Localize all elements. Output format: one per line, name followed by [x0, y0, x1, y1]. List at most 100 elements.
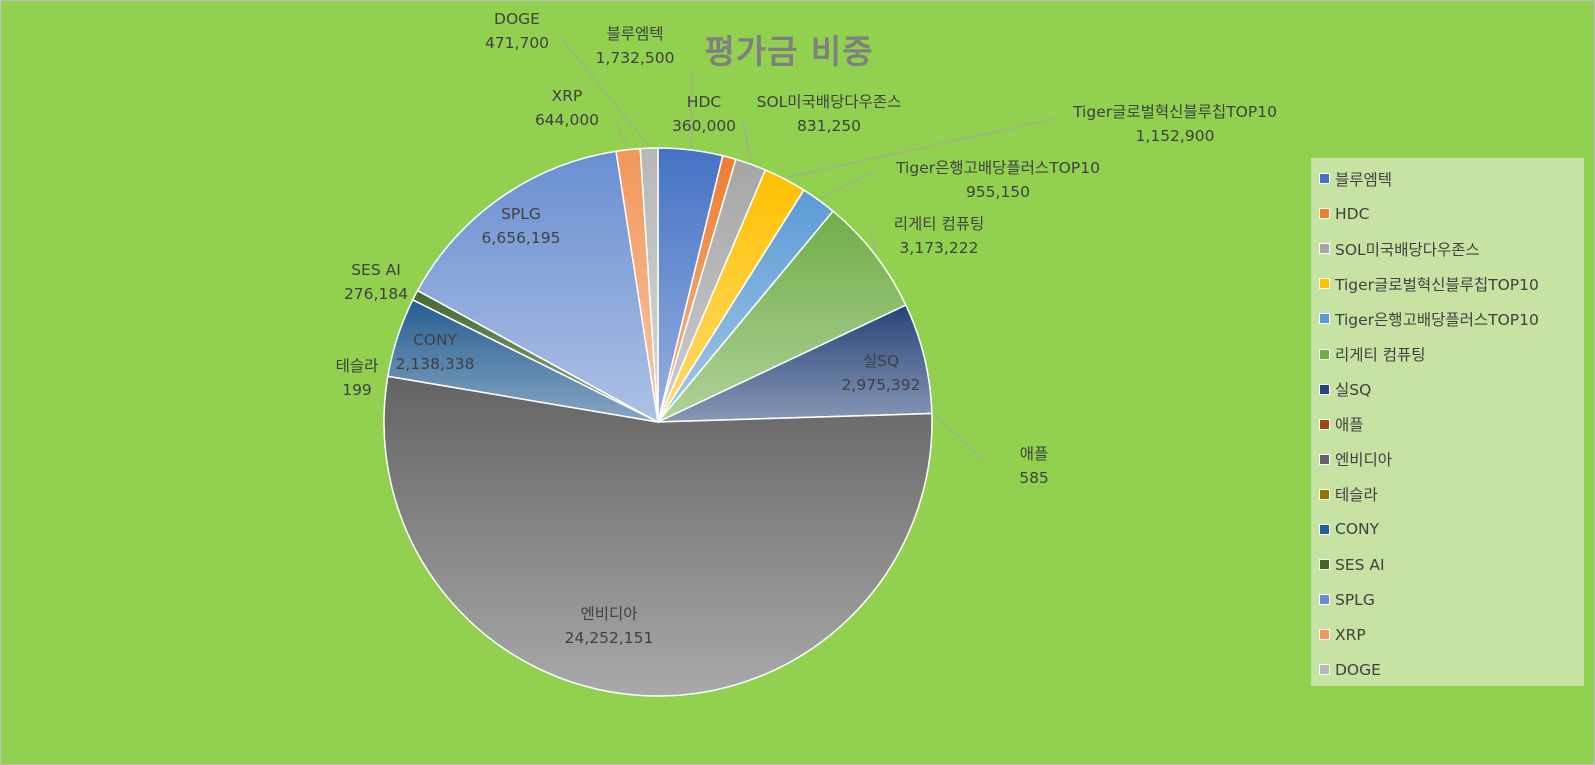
- leader-line-3: [785, 118, 1055, 178]
- data-label-category: 블루엠텍: [606, 25, 664, 43]
- legend: 블루엠텍 HDC SOL미국배당다우존스 Tiger글로벌혁신블루칩TOP10 Tige…: [1311, 158, 1584, 686]
- data-label-category: 실SQ: [862, 352, 900, 370]
- leader-line-13: [614, 121, 629, 148]
- data-label-category: DOGE: [494, 10, 540, 28]
- data-label-value: 2,975,392: [841, 376, 921, 394]
- data-label-value: 360,000: [671, 117, 737, 135]
- data-label-5: 리게티 컴퓨팅 3,173,222: [894, 212, 985, 260]
- leader-line-2: [742, 121, 752, 163]
- leader-line-7: [933, 413, 985, 462]
- data-label-category: HDC: [686, 93, 722, 111]
- legend-swatch: [1319, 418, 1330, 430]
- legend-label: 실SQ: [1335, 381, 1372, 400]
- legend-label: SPLG: [1335, 590, 1375, 609]
- leader-line-4: [819, 170, 877, 199]
- legend-swatch: [1319, 488, 1330, 500]
- legend-item: HDC: [1311, 196, 1584, 231]
- legend-label: SOL미국배당다우존스: [1335, 240, 1480, 259]
- slice-5: [657, 210, 907, 423]
- data-label-10: CONY 2,138,338: [396, 328, 475, 376]
- slice-6: [657, 304, 933, 423]
- legend-swatch: [1319, 173, 1330, 185]
- data-label-12: SPLG 6,656,195: [482, 202, 561, 250]
- data-label-category: 리게티 컴퓨팅: [893, 215, 985, 233]
- data-label-value: 2,138,338: [395, 355, 475, 373]
- legend-swatch: [1319, 629, 1330, 641]
- legend-item: 리게티 컴퓨팅: [1311, 336, 1584, 371]
- leader-line-5: [868, 226, 877, 254]
- data-label-value: 831,250: [796, 117, 862, 135]
- legend-swatch: [1319, 313, 1330, 325]
- leader-line-11: [411, 289, 414, 295]
- data-label-8: 엔비디아 24,252,151: [565, 602, 654, 650]
- data-label-category: CONY: [412, 331, 458, 349]
- data-label-7: 애플 585: [1019, 442, 1049, 490]
- legend-label: CONY: [1335, 520, 1380, 539]
- legend-item: 블루엠텍: [1311, 161, 1584, 196]
- legend-item: SPLG: [1311, 582, 1584, 617]
- data-label-value: 471,700: [484, 34, 550, 52]
- leader-line-14: [560, 37, 650, 147]
- data-label-9: 테슬라 199: [336, 354, 379, 402]
- legend-label: Tiger은행고배당플러스TOP10: [1335, 310, 1539, 329]
- data-label-category: 애플: [1019, 445, 1049, 463]
- legend-swatch: [1319, 664, 1330, 676]
- legend-swatch: [1319, 243, 1330, 255]
- data-label-14: DOGE 471,700: [485, 7, 549, 55]
- legend-item: Tiger은행고배당플러스TOP10: [1311, 301, 1584, 336]
- legend-label: DOGE: [1335, 660, 1381, 679]
- legend-item: 테슬라: [1311, 477, 1584, 512]
- data-label-6: 실SQ 2,975,392: [842, 349, 921, 397]
- legend-item: 애플: [1311, 407, 1584, 442]
- legend-swatch: [1319, 523, 1330, 535]
- legend-label: HDC: [1335, 204, 1370, 223]
- legend-item: 엔비디아: [1311, 442, 1584, 477]
- legend-label: 블루엠텍: [1335, 170, 1393, 189]
- leader-line-9: [383, 375, 387, 379]
- legend-label: 테슬라: [1335, 486, 1378, 505]
- data-label-0: 블루엠텍 1,732,500: [596, 22, 675, 70]
- data-label-category: 엔비디아: [580, 605, 638, 623]
- data-label-value: 3,173,222: [899, 239, 979, 257]
- data-label-value: 644,000: [534, 111, 600, 129]
- legend-swatch: [1319, 594, 1330, 606]
- data-label-value: 955,150: [965, 183, 1031, 201]
- data-label-1: HDC 360,000: [672, 90, 736, 138]
- data-label-13: XRP 644,000: [535, 84, 599, 132]
- chart-title: 평가금 비중: [704, 32, 874, 71]
- legend-swatch: [1319, 559, 1330, 571]
- data-label-value: 1,732,500: [595, 49, 675, 67]
- legend-item: Tiger글로벌혁신블루칩TOP10: [1311, 266, 1584, 301]
- data-label-category: SES AI: [351, 261, 401, 279]
- legend-label: SES AI: [1335, 555, 1385, 574]
- slice-12: [416, 150, 659, 424]
- data-label-category: Tiger글로벌혁신블루칩TOP10: [1073, 103, 1277, 121]
- legend-swatch: [1319, 453, 1330, 465]
- data-label-category: Tiger은행고배당플러스TOP10: [896, 159, 1100, 177]
- legend-swatch: [1319, 383, 1330, 395]
- legend-label: Tiger글로벌혁신블루칩TOP10: [1335, 275, 1539, 294]
- legend-label: 애플: [1335, 416, 1364, 435]
- data-label-category: SPLG: [501, 205, 541, 223]
- legend-label: 엔비디아: [1335, 451, 1393, 470]
- data-label-category: SOL미국배당다우존스: [756, 93, 902, 111]
- leader-line-0: [690, 68, 693, 148]
- data-label-value: 6,656,195: [481, 229, 561, 247]
- data-label-2: SOL미국배당다우존스 831,250: [757, 90, 902, 138]
- data-label-3: Tiger글로벌혁신블루칩TOP10 1,152,900: [1073, 100, 1277, 148]
- legend-item: SES AI: [1311, 547, 1584, 582]
- data-label-value: 199: [342, 381, 372, 399]
- slice-14: [639, 147, 659, 423]
- data-label-category: 테슬라: [335, 357, 379, 375]
- legend-item: DOGE: [1311, 652, 1584, 687]
- legend-item: XRP: [1311, 617, 1584, 652]
- data-label-4: Tiger은행고배당플러스TOP10 955,150: [896, 156, 1100, 204]
- legend-swatch: [1319, 348, 1330, 360]
- legend-swatch: [1319, 208, 1330, 220]
- data-label-11: SES AI 276,184: [344, 258, 408, 306]
- slice-8: [383, 375, 933, 697]
- legend-swatch: [1319, 278, 1330, 290]
- legend-item: 실SQ: [1311, 372, 1584, 407]
